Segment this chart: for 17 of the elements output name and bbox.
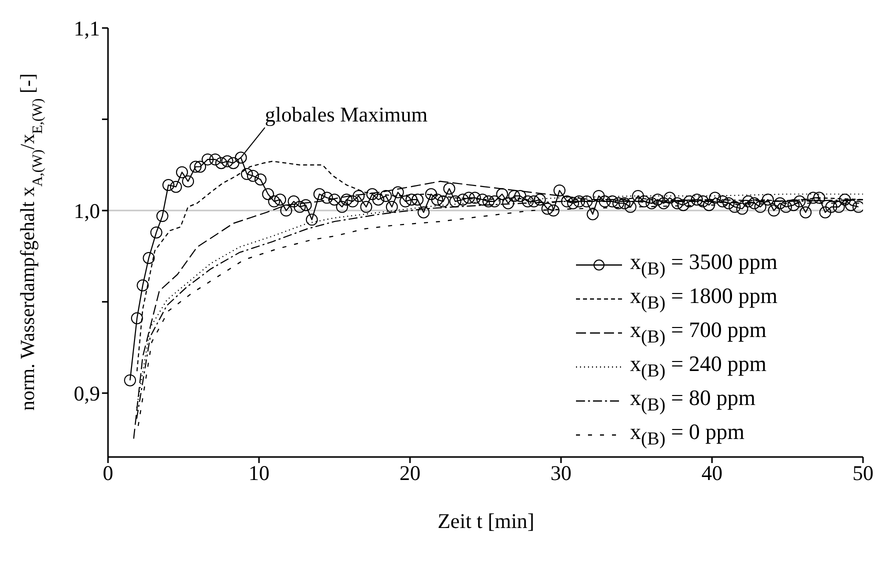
legend-label: x$_{(B)}$ = 0 ppm	[630, 418, 744, 448]
y-tick-label: 0,9	[74, 382, 100, 406]
y-tick-label: 1,0	[74, 199, 100, 224]
annotation: globales Maximum	[264, 102, 428, 127]
x-tick-label: 10	[248, 460, 270, 485]
x-tick-label: 20	[400, 460, 420, 485]
x-tick-label: 0	[102, 460, 114, 485]
x-tick-label: 30	[550, 460, 572, 485]
y-tick-label: 1,1	[74, 16, 100, 40]
legend-label: x$_{(B)}$ = 3500 ppm	[630, 248, 778, 278]
x-tick-label: 50	[852, 460, 874, 485]
legend-label: x$_{(B)}$ = 80 ppm	[630, 384, 756, 414]
legend-label: x$_{(B)}$ = 1800 ppm	[630, 282, 778, 312]
legend-label: x$_{(B)}$ = 240 ppm	[630, 350, 766, 380]
legend-label: x$_{(B)}$ = 700 ppm	[630, 316, 766, 346]
x-axis-title: Zeit t [min]	[438, 509, 534, 533]
x-tick-label: 40	[702, 460, 722, 485]
